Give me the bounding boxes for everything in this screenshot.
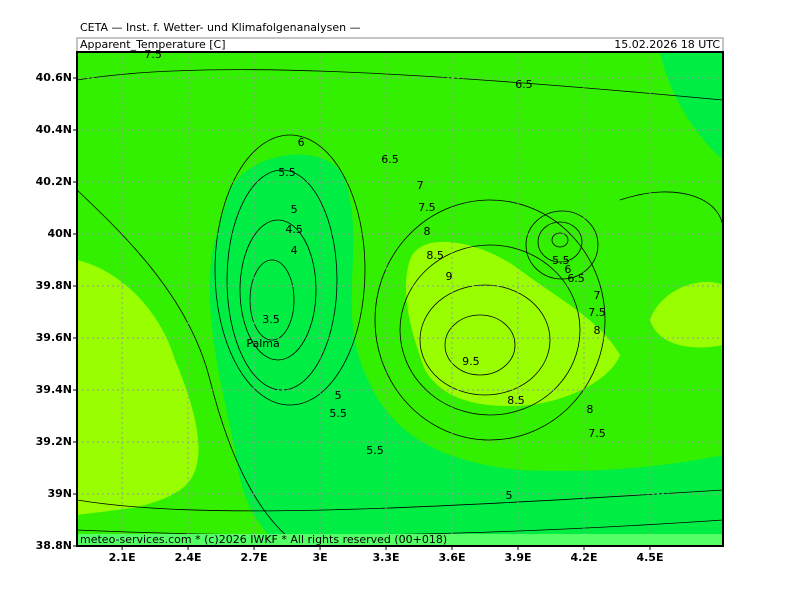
x-tick-label: 3.9E — [504, 551, 531, 564]
contour-label: 6.5 — [567, 272, 585, 285]
contour-label: 4.5 — [285, 223, 303, 236]
contour-label: 5.5 — [329, 407, 347, 420]
contour-label: 9 — [445, 270, 452, 283]
contour-label: 7 — [593, 289, 600, 302]
contour-label: 7.5 — [588, 306, 606, 319]
contour-label: 8 — [586, 403, 593, 416]
frame — [76, 51, 724, 547]
contour-label: 6 — [298, 136, 305, 149]
y-tick-label: 39.4N — [36, 383, 72, 396]
y-tick-label: 40.2N — [36, 175, 72, 188]
contour-label: 5 — [335, 389, 342, 402]
y-tick-label: 38.8N — [36, 539, 72, 552]
x-tick-label: 2.1E — [109, 551, 136, 564]
x-tick-label: 2.4E — [175, 551, 202, 564]
y-tick-label: 39N — [47, 487, 72, 500]
contour-label: 5 — [505, 489, 512, 502]
contour-label: 8.5 — [507, 394, 525, 407]
y-tick-label: 40.6N — [36, 71, 72, 84]
contour-label: 7.5 — [144, 48, 162, 61]
city-label: Palma — [246, 337, 279, 350]
field — [77, 52, 723, 546]
contour-label: 8 — [593, 324, 600, 337]
contour-label: 4 — [291, 244, 298, 257]
x-tick-label: 2.7E — [241, 551, 268, 564]
footer: meteo-services.com * (c)2026 IWKF * All … — [80, 533, 447, 546]
contour-label: 6.5 — [381, 153, 399, 166]
contour-label: 3.5 — [262, 313, 280, 326]
contour-label: 5.5 — [366, 444, 384, 457]
contour-label: 7 — [417, 179, 424, 192]
x-tick-label: 3E — [312, 551, 327, 564]
source: CETA — Inst. f. Wetter- und Klimafolgena… — [80, 21, 361, 34]
y-tick-label: 39.8N — [36, 279, 72, 292]
contour-label: 5 — [291, 203, 298, 216]
y-tick-label: 39.6N — [36, 331, 72, 344]
contour-label: 6 — [564, 263, 571, 276]
contour-label: 6.5 — [515, 78, 533, 91]
x-tick-label: 4.5E — [636, 551, 663, 564]
contour-label: 5.5 — [552, 254, 570, 267]
title: Apparent_Temperature [C] — [80, 38, 226, 51]
valid-time: 15.02.2026 18 UTC — [614, 38, 720, 51]
y-tick-label: 40N — [47, 227, 72, 240]
x-tick-label: 4.2E — [570, 551, 597, 564]
grid — [77, 52, 723, 547]
contour-label: 7.5 — [418, 201, 436, 214]
contour-label: 9.5 — [462, 355, 480, 368]
contour-label: 8 — [423, 225, 430, 238]
x-tick-label: 3.6E — [439, 551, 466, 564]
y-tick-label: 40.4N — [36, 123, 72, 136]
contour-label: 5.5 — [278, 166, 296, 179]
x-tick-label: 3.3E — [373, 551, 400, 564]
contour-label: 8.5 — [426, 249, 444, 262]
y-tick-label: 39.2N — [36, 435, 72, 448]
footer-strip — [77, 534, 723, 546]
contour-label: 7.5 — [588, 427, 606, 440]
